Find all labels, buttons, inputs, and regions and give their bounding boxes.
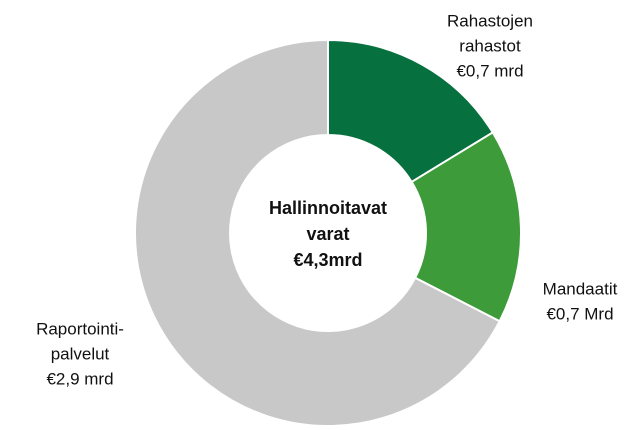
category-label: Raportointi- [36,319,124,338]
center-label: Hallinnoitavat [269,198,387,218]
value-label: €2,9 mrd [46,369,113,388]
donut-segment [134,38,501,427]
category-label: palvelut [51,344,110,363]
category-label: rahastot [459,36,521,55]
donut-segment [410,131,522,323]
donut-segment [327,38,495,184]
value-label: €0,7 mrd [456,61,523,80]
value-label: €0,7 Mrd [546,304,613,323]
center-label: €4,3mrd [293,250,362,270]
category-label: Rahastojen [447,11,533,30]
center-label: varat [306,224,349,244]
category-label: Mandaatit [543,279,618,298]
